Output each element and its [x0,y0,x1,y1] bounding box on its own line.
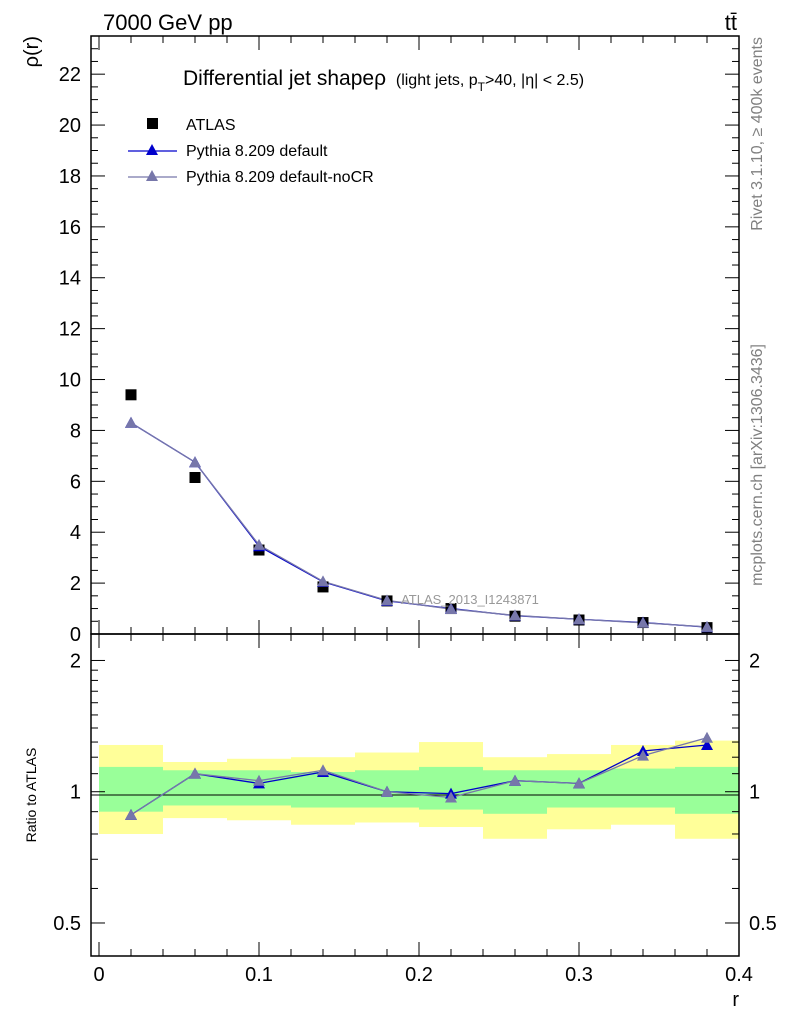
atlas-data-point [125,389,137,401]
mcplots-label: mcplots.cern.ch [arXiv:1306.3436] [749,344,766,586]
rivet-label: Rivet 3.1.10, ≥ 400k events [749,37,766,231]
legend-label-nocr: Pythia 8.209 default-noCR [186,169,374,186]
atlas-data-point [189,472,201,484]
ratio-point-1 [189,767,201,779]
ratio-point-1 [381,785,393,797]
ratio-y-tick-label: 1 [70,782,81,804]
process-label: tt̄ [725,10,737,35]
atlas-data-point [317,581,329,593]
legend-marker-default [146,144,158,155]
y-tick-label: 18 [59,166,81,188]
energy-label: 7000 GeV pp [103,10,233,35]
y-tick-label: 22 [59,64,81,86]
ratio-ylabel: Ratio to ATLAS [23,748,39,843]
main-series [125,389,713,634]
ratio-point-1 [509,774,521,786]
ratio-line-1 [130,737,708,816]
ratio-y-tick-label-right: 1 [749,782,760,804]
chart-title: Differential jet shapeρ (light jets, pT>… [183,67,584,94]
ratio-point-1 [253,774,265,786]
ratio-series [125,731,713,820]
y-tick-label: 4 [70,522,81,544]
main-axis-ticks: 0 2 4 6 8 10 12 14 16 18 20 22 [59,35,740,646]
ratio-point-1 [573,777,585,789]
mc-data-point-2 [445,603,457,615]
ratio-panel: 0.5 0.5 1 1 2 2 0 0.1 0.2 0.3 0.4 Ratio to ATLAS r [23,633,777,1011]
ratio-y-tick-label-right: 2 [749,650,760,672]
ratio-point-1 [125,808,137,820]
ratio-y-tick-label-right: 0.5 [749,913,777,935]
legend-label-atlas: ATLAS [186,117,236,134]
ratio-point-1 [701,731,713,743]
ratio-bands [99,740,739,839]
ratio-axis-ticks: 0.5 0.5 1 1 2 2 0 0.1 0.2 0.3 0.4 [53,634,777,986]
analysis-watermark: ATLAS_2013_I1243871 [401,592,539,607]
y-tick-label: 14 [59,268,81,290]
y-tick-label: 6 [70,471,81,493]
y-tick-label: 12 [59,319,81,341]
ratio-point-0 [701,738,713,750]
ratio-line-0 [130,744,708,816]
y-tick-label: 0 [70,624,81,646]
x-axis-label: r [732,989,739,1011]
ratio-y-tick-label: 2 [70,650,81,672]
mc-data-point-2 [573,613,585,625]
mc-data-point-2 [701,620,713,632]
ratio-frame [90,633,740,957]
x-tick-label: 0.4 [725,964,753,986]
legend: ATLAS Pythia 8.209 default Pythia 8.209 … [128,117,374,186]
x-tick-label: 0.1 [245,964,273,986]
ratio-point-1 [317,764,329,776]
y-tick-label: 16 [59,217,81,239]
mc-data-point-2 [125,416,137,428]
mc-data-point-2 [509,609,521,621]
inner-uncertainty-band [675,766,739,814]
inner-uncertainty-band [611,768,675,808]
ratio-y-tick-label: 0.5 [53,913,81,935]
inner-uncertainty-band [99,766,163,812]
mc-data-point-2 [637,616,649,628]
main-ylabel: ρ(r) [21,36,43,67]
legend-label-default: Pythia 8.209 default [186,143,328,160]
y-tick-label: 2 [70,573,81,595]
y-tick-label: 8 [70,420,81,442]
x-tick-label: 0 [93,964,104,986]
series-line-2 [130,422,708,628]
y-tick-label: 10 [59,370,81,392]
ratio-point-1 [445,791,457,803]
mc-data-point-2 [253,538,265,550]
x-tick-label: 0.3 [565,964,593,986]
inner-uncertainty-band [547,770,611,808]
mc-data-point-2 [381,594,393,606]
mc-data-point-2 [317,575,329,587]
legend-marker-atlas [147,118,158,129]
legend-marker-nocr [146,170,158,181]
x-tick-label: 0.2 [405,964,433,986]
y-tick-label: 20 [59,115,81,137]
mc-data-point-2 [189,456,201,468]
ratio-point-1 [637,749,649,761]
